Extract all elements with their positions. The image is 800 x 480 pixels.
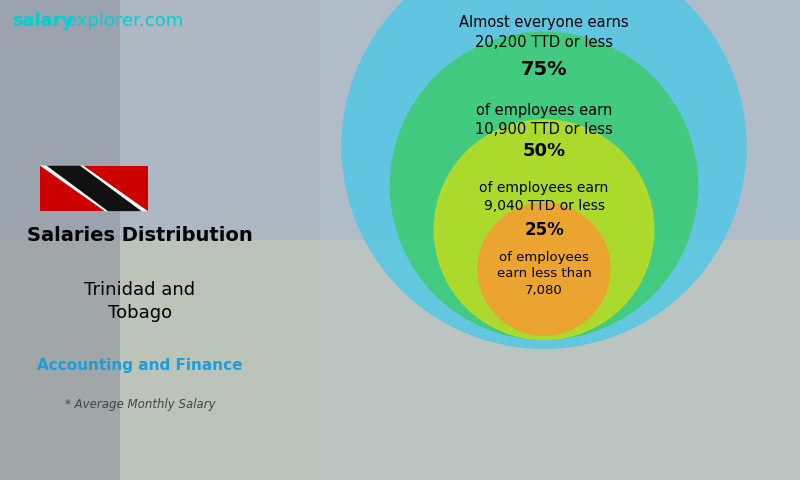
Text: 50%: 50% xyxy=(522,142,566,160)
Polygon shape xyxy=(46,166,142,211)
Bar xyxy=(0,240,800,480)
Bar xyxy=(0,0,120,480)
Text: salary: salary xyxy=(12,12,74,30)
Text: of employees earn
9,040 TTD or less: of employees earn 9,040 TTD or less xyxy=(479,180,609,213)
Bar xyxy=(0,0,800,240)
Circle shape xyxy=(434,120,654,339)
Text: Trinidad and
Tobago: Trinidad and Tobago xyxy=(85,281,195,322)
Text: Salaries Distribution: Salaries Distribution xyxy=(27,226,253,245)
Text: of employees earn
10,900 TTD or less: of employees earn 10,900 TTD or less xyxy=(475,103,613,137)
Text: explorer.com: explorer.com xyxy=(66,12,184,30)
Circle shape xyxy=(478,204,610,335)
Text: 25%: 25% xyxy=(524,221,564,239)
Text: Almost everyone earns
20,200 TTD or less: Almost everyone earns 20,200 TTD or less xyxy=(459,15,629,49)
Circle shape xyxy=(390,32,698,339)
Text: 75%: 75% xyxy=(521,60,567,79)
Text: of employees
earn less than
7,080: of employees earn less than 7,080 xyxy=(497,251,591,297)
Bar xyxy=(320,0,800,480)
Circle shape xyxy=(342,0,746,348)
Polygon shape xyxy=(40,166,148,211)
Text: Accounting and Finance: Accounting and Finance xyxy=(38,358,242,372)
FancyBboxPatch shape xyxy=(40,166,148,211)
Text: * Average Monthly Salary: * Average Monthly Salary xyxy=(65,398,215,411)
